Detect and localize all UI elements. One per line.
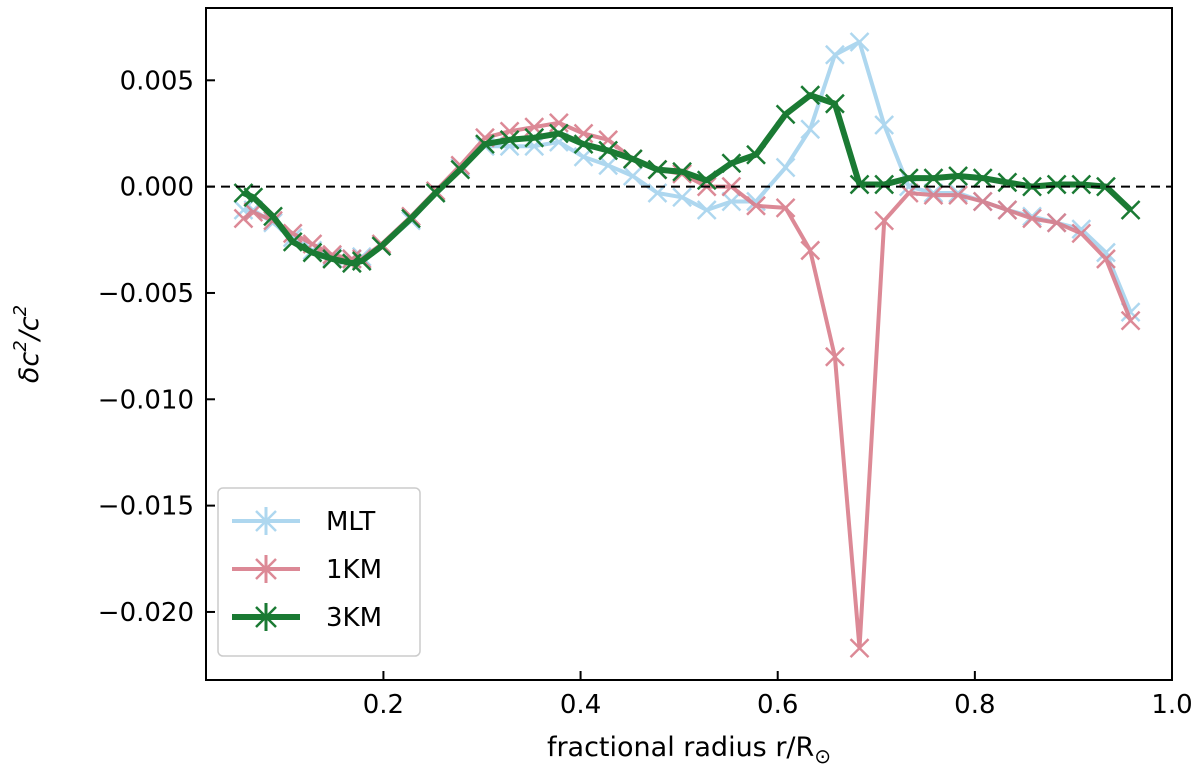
data-point-3km <box>825 93 845 114</box>
y-tick-label: 0.000 <box>120 173 194 203</box>
data-point-mlt <box>622 166 643 186</box>
data-point-3km <box>1046 174 1067 195</box>
data-point-3km <box>874 174 895 195</box>
data-point-mlt <box>874 115 895 135</box>
data-point-mlt <box>849 32 870 52</box>
legend-entry-3km <box>232 603 300 631</box>
y-axis-label-part-3: /c <box>14 316 45 342</box>
data-point-3km <box>598 140 619 161</box>
x-tick-label: 0.2 <box>363 690 404 720</box>
legend-label-1km: 1KM <box>326 555 382 585</box>
data-point-3km <box>371 236 392 257</box>
data-point-mlt <box>775 157 796 178</box>
data-point-3km <box>696 170 717 191</box>
data-point-1km <box>775 198 796 218</box>
data-point-3km <box>322 249 343 269</box>
x-axis-label-main: fractional radius r/R <box>547 732 814 763</box>
y-axis-label-part-1: δc <box>14 352 45 384</box>
y-axis-label-part-4: 2 <box>10 305 31 316</box>
data-point-mlt <box>800 119 821 140</box>
data-point-3km <box>775 104 796 125</box>
legend-label-mlt: MLT <box>326 507 375 537</box>
x-tick-label: 0.8 <box>954 690 995 720</box>
data-point-3km <box>450 159 471 180</box>
data-point-3km <box>1071 174 1092 195</box>
y-tick-label: −0.015 <box>98 492 194 522</box>
y-axis-label-part-2: 2 <box>10 340 31 351</box>
data-point-3km <box>997 172 1018 193</box>
data-point-3km <box>647 159 668 180</box>
data-point-1km <box>948 185 968 206</box>
data-point-1km <box>972 191 993 212</box>
data-point-3km <box>302 242 323 263</box>
data-point-3km <box>282 232 303 252</box>
data-point-3km <box>263 206 283 227</box>
x-axis-label-sub: ⊙ <box>814 744 831 768</box>
legend-label-3km: 3KM <box>326 603 382 633</box>
data-point-1km <box>1046 212 1067 233</box>
data-point-3km <box>573 134 594 154</box>
legend-entry-mlt <box>232 507 300 535</box>
data-point-1km <box>1096 249 1116 269</box>
data-point-mlt <box>825 44 845 65</box>
data-point-3km <box>425 183 446 203</box>
data-point-1km <box>282 223 303 244</box>
legend-entries: MLT 1KM 3KM <box>232 507 382 633</box>
data-point-1km <box>923 185 944 206</box>
x-tick-label: 0.6 <box>757 690 798 720</box>
data-point-3km <box>622 149 643 169</box>
data-point-3km <box>849 174 870 195</box>
data-point-3km <box>898 168 919 189</box>
data-point-1km <box>1120 310 1141 331</box>
data-point-1km <box>233 208 254 229</box>
plot-frame <box>205 7 1173 681</box>
data-point-3km <box>672 161 692 182</box>
data-point-1km <box>849 638 870 658</box>
series-layer <box>233 32 1141 658</box>
y-tick-label: −0.005 <box>98 279 194 309</box>
data-point-3km <box>475 134 495 154</box>
y-axis-label: δc2/c2 <box>10 305 45 383</box>
data-point-3km <box>972 168 993 189</box>
data-point-3km <box>746 144 766 165</box>
data-point-mlt <box>1096 242 1116 263</box>
x-tick-label: 0.4 <box>560 690 601 720</box>
legend-box <box>217 487 421 657</box>
data-point-3km <box>1120 200 1141 220</box>
data-point-3km <box>524 127 545 148</box>
data-point-3km <box>948 166 968 186</box>
x-tick-label: 1.0 <box>1151 690 1192 720</box>
data-point-1km <box>746 195 766 216</box>
data-point-1km <box>997 200 1018 220</box>
x-axis-label: fractional radius r/R⊙ <box>547 732 831 768</box>
series-3km <box>233 85 1141 274</box>
y-tick-label: −0.010 <box>98 385 194 415</box>
ticks-layer: 0.2 0.4 0.6 0.8 1.0 0.005 0.000 −0.005 −0.010 −0.… <box>98 66 1193 720</box>
data-point-mlt <box>1071 219 1092 240</box>
data-point-mlt <box>696 200 717 220</box>
data-point-3km <box>800 85 821 106</box>
y-tick-label: 0.005 <box>120 66 194 96</box>
data-point-3km <box>401 208 421 229</box>
data-point-1km <box>825 346 845 367</box>
data-point-3km <box>1096 176 1116 197</box>
data-point-mlt <box>598 155 619 176</box>
data-point-1km <box>874 210 895 231</box>
data-point-3km <box>351 251 372 271</box>
data-point-3km <box>721 153 742 174</box>
data-point-3km <box>499 129 520 150</box>
legend: MLT 1KM 3KM <box>217 487 421 657</box>
y-tick-label: −0.020 <box>98 598 194 628</box>
data-point-1km <box>1022 208 1042 229</box>
data-point-1km <box>1071 223 1092 244</box>
data-point-3km <box>549 123 569 144</box>
data-point-3km <box>923 168 944 189</box>
legend-entry-1km <box>232 555 300 583</box>
data-point-mlt <box>721 191 742 212</box>
data-point-mlt <box>672 187 692 208</box>
data-point-3km <box>243 187 264 208</box>
data-point-1km <box>800 240 821 261</box>
